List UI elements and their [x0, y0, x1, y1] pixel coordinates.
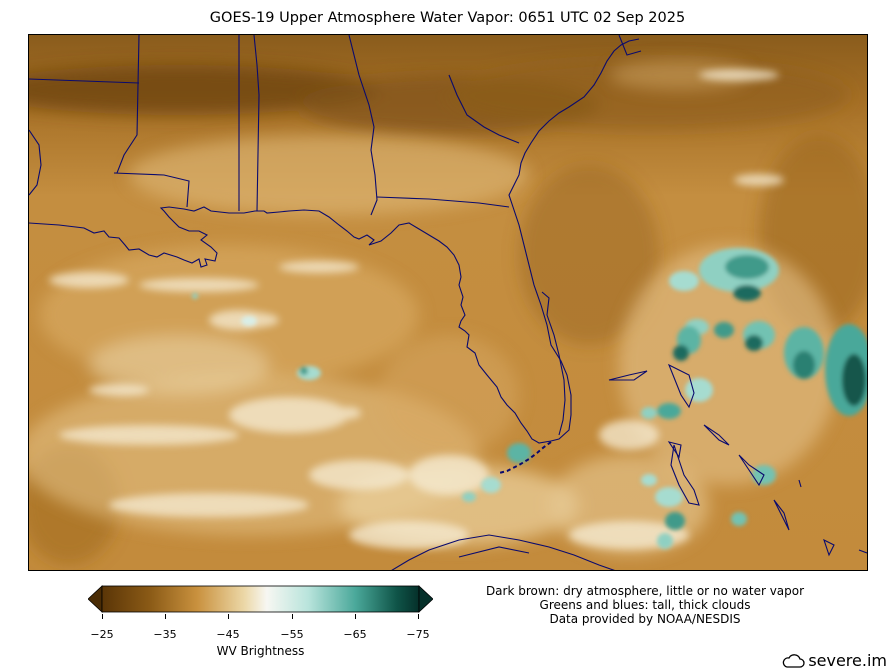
colorbar-min-extend	[88, 585, 103, 613]
coastlines	[29, 35, 867, 570]
colorbar-max-extend	[418, 585, 433, 613]
tick-mark	[355, 614, 356, 619]
tick-label: −75	[406, 628, 430, 641]
colorbar	[88, 585, 433, 613]
brand-logo: severe.im	[781, 651, 887, 670]
tick-mark	[165, 614, 166, 619]
colorbar-label: WV Brightness	[216, 644, 305, 658]
dry-air-regions	[29, 60, 867, 565]
tick-label: −35	[153, 628, 177, 641]
colorbar-ticks: −25 −35 −45 −55 −65 −75	[88, 614, 433, 641]
water-vapor-map[interactable]	[28, 34, 868, 571]
cloud-icon	[783, 653, 805, 668]
tick-label: −65	[343, 628, 367, 641]
legend-line-clouds: Greens and blues: tall, thick clouds	[539, 598, 751, 612]
legend-line-source: Data provided by NOAA/NESDIS	[549, 612, 741, 626]
map-canvas	[29, 35, 867, 570]
tick-label: −45	[216, 628, 240, 641]
tick-label: −55	[280, 628, 304, 641]
tick-mark	[228, 614, 229, 619]
deep-convection-clouds	[192, 248, 867, 549]
legend-text: Dark brown: dry atmosphere, little or no…	[460, 584, 830, 626]
colorbar-gradient	[101, 585, 420, 613]
tick-label: −25	[90, 628, 114, 641]
tick-mark	[102, 614, 103, 619]
legend-line-dry: Dark brown: dry atmosphere, little or no…	[485, 584, 805, 598]
cirrus-streaks	[49, 69, 784, 549]
tick-mark	[292, 614, 293, 619]
chart-title: GOES-19 Upper Atmosphere Water Vapor: 06…	[209, 10, 686, 26]
brand-text: severe.im	[808, 651, 887, 670]
tick-mark	[418, 614, 419, 619]
